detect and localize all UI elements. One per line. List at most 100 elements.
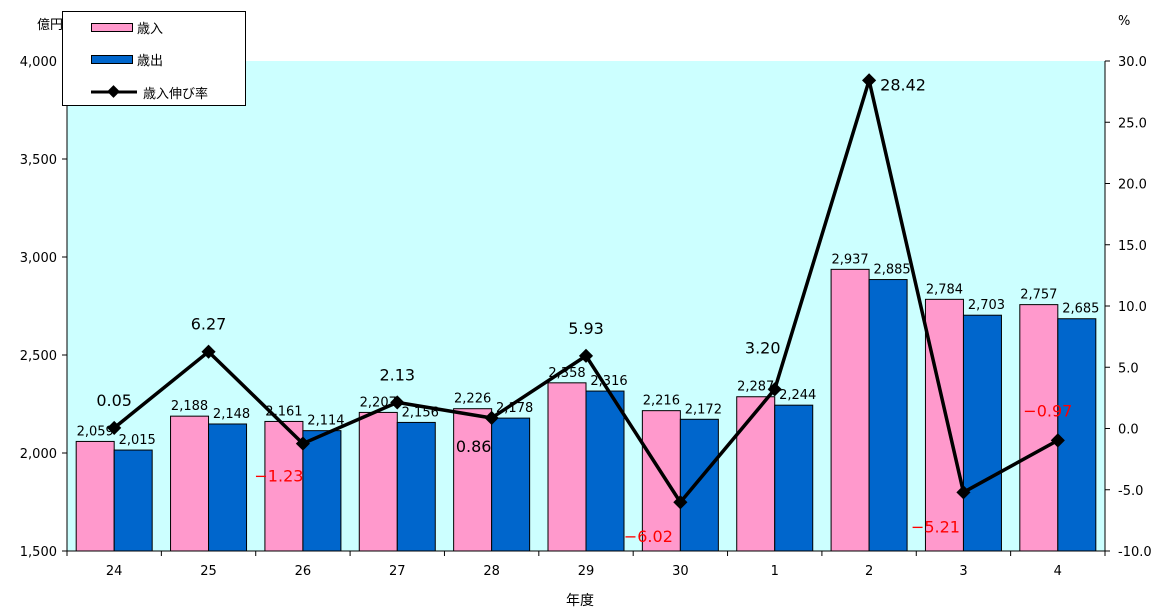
legend-item-growth: 歳入伸び率 [63,80,208,104]
data-label-income: 2,937 [831,252,868,267]
data-label-income: 2,358 [548,366,585,381]
right-tick-label: -5.0 [1118,484,1143,499]
right-tick-label: 0.0 [1118,423,1139,438]
growth-marker [201,344,216,359]
data-label-growth: −0.97 [1023,401,1072,420]
data-label-growth: 3.20 [745,338,781,357]
data-label-growth: 2.13 [379,365,415,384]
legend: 歳入 歳出 歳入伸び率 [62,11,246,106]
data-label-income: 2,287 [737,380,774,395]
bar-income [830,268,870,552]
series-growth-line [107,73,1065,510]
bar-expense [208,423,248,552]
x-tick-label: 3 [959,564,967,579]
bar-income [547,382,587,552]
right-tick-label: 30.0 [1118,55,1147,70]
data-label-expense: 2,148 [213,407,250,422]
right-tick-label: 25.0 [1118,116,1147,131]
data-label-income: 2,216 [643,394,680,409]
left-tick-label: 3,000 [20,251,57,266]
x-tick-label: 26 [295,564,312,579]
growth-marker [956,485,971,500]
data-labels: 2,059 2,015 2,188 2,148 2,161 2,114 2,207 2,156… [77,75,1100,546]
bar-income [264,420,304,552]
data-label-growth: 6.27 [191,315,227,334]
data-label-expense: 2,685 [1062,302,1099,317]
data-label-growth: 0.86 [456,437,492,456]
growth-marker [767,382,782,397]
data-label-growth: −6.02 [624,527,673,546]
axes: 1,500 2,000 2,500 3,000 3,500 4,000 -10.0 -5.0 0… [20,55,1152,579]
x-tick-label: 30 [672,564,689,579]
growth-marker [295,436,310,451]
data-label-growth: −1.23 [254,467,303,486]
growth-marker [862,73,877,88]
right-tick-label: 15.0 [1118,239,1147,254]
right-tick-label: -10.0 [1118,545,1152,560]
data-label-expense: 2,703 [968,298,1005,313]
bar-expense [302,430,342,552]
data-label-income: 2,784 [926,282,963,297]
legend-swatch-expense [91,54,133,64]
x-axis-title: 年度 [566,593,594,609]
left-axis-unit: 億円 [37,18,64,33]
left-tick-label: 2,000 [20,447,57,462]
x-tick-label: 4 [1054,564,1062,579]
x-tick-label: 28 [483,564,500,579]
legend-item-expense: 歳出 [63,47,163,71]
bar-income [358,411,398,552]
data-label-expense: 2,172 [685,402,722,417]
left-tick-label: 4,000 [20,55,57,70]
left-tick-label: 3,500 [20,153,57,168]
growth-marker [673,495,688,510]
x-tick-label: 1 [771,564,779,579]
data-label-expense: 2,316 [590,374,627,389]
bar-income [736,396,776,552]
data-label-growth: 5.93 [568,319,604,338]
data-label-growth: 0.05 [96,391,132,410]
data-label-income: 2,188 [171,399,208,414]
right-tick-label: 20.0 [1118,178,1147,193]
bar-expense [868,279,908,552]
growth-marker [578,348,594,363]
right-tick-label: 10.0 [1118,300,1147,315]
left-tick-label: 2,500 [20,349,57,364]
bar-expense [679,418,719,552]
bar-income [170,415,210,552]
legend-item-income: 歳入 [63,15,163,39]
data-label-growth: 28.42 [880,75,926,94]
legend-swatch-income [91,22,133,32]
data-label-income: 2,757 [1020,288,1057,303]
bar-expense [396,421,436,552]
x-tick-label: 24 [106,564,123,579]
series-expense-bars [113,279,1097,552]
data-label-expense: 2,114 [307,414,344,429]
bar-income [75,440,115,552]
bar-expense [113,449,153,552]
data-label-expense: 2,015 [119,433,156,448]
x-tick-label: 2 [865,564,873,579]
legend-line-growth [89,80,139,104]
bar-income [1019,304,1059,552]
data-label-growth: −5.21 [911,517,960,536]
bar-expense [774,404,814,552]
data-label-income: 2,161 [265,404,302,419]
bar-expense [962,314,1002,552]
data-label-expense: 2,156 [402,405,439,420]
legend-label-growth: 歳入伸び率 [143,86,209,102]
data-label-expense: 2,178 [496,401,533,416]
bar-expense [585,390,625,552]
bar-income [924,298,964,552]
x-tick-label: 27 [389,564,406,579]
data-label-expense: 2,885 [873,263,910,278]
data-label-income: 2,207 [360,395,397,410]
x-tick-label: 25 [200,564,217,579]
data-label-expense: 2,244 [779,388,816,403]
right-tick-label: 5.0 [1118,361,1139,376]
x-tick-label: 29 [578,564,595,579]
growth-marker [1050,433,1065,448]
legend-label-income: 歳入 [137,21,164,37]
data-label-income: 2,226 [454,392,491,407]
bar-expense [491,417,531,552]
data-label-income: 2,059 [77,424,114,439]
